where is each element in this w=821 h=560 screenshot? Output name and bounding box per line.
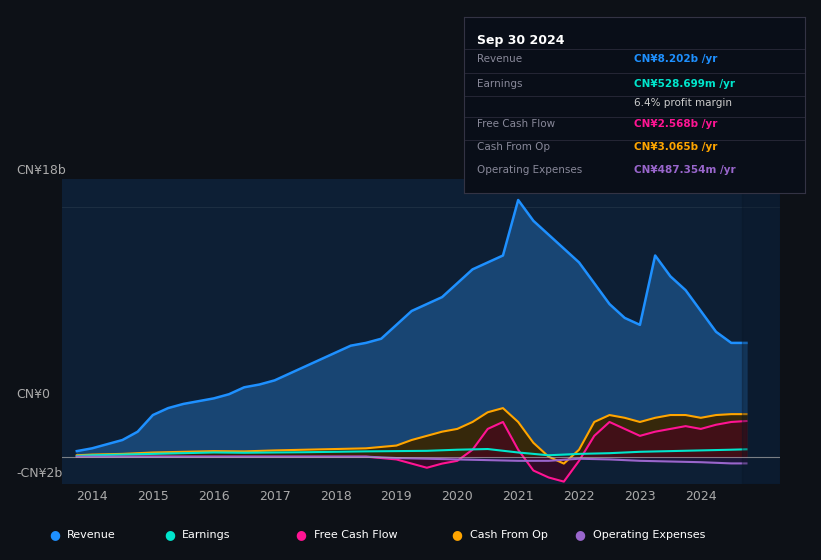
Text: Cash From Op: Cash From Op — [470, 530, 548, 540]
Text: ●: ● — [164, 528, 175, 542]
Text: Operating Expenses: Operating Expenses — [593, 530, 705, 540]
Text: -CN¥2b: -CN¥2b — [16, 466, 62, 480]
Text: Sep 30 2024: Sep 30 2024 — [478, 35, 565, 48]
Text: Revenue: Revenue — [478, 54, 523, 64]
Text: CN¥2.568b /yr: CN¥2.568b /yr — [635, 119, 718, 129]
Text: Cash From Op: Cash From Op — [478, 142, 551, 152]
Bar — [741, 179, 780, 484]
Text: CN¥487.354m /yr: CN¥487.354m /yr — [635, 165, 736, 175]
Text: CN¥0: CN¥0 — [16, 388, 50, 402]
Text: ●: ● — [575, 528, 585, 542]
Text: CN¥3.065b /yr: CN¥3.065b /yr — [635, 142, 718, 152]
Text: ●: ● — [49, 528, 60, 542]
Text: ●: ● — [296, 528, 306, 542]
Text: CN¥18b: CN¥18b — [16, 164, 67, 178]
Text: Operating Expenses: Operating Expenses — [478, 165, 583, 175]
Text: 6.4% profit margin: 6.4% profit margin — [635, 98, 732, 108]
Text: CN¥8.202b /yr: CN¥8.202b /yr — [635, 54, 718, 64]
Text: Earnings: Earnings — [478, 79, 523, 89]
Text: Revenue: Revenue — [67, 530, 116, 540]
Text: ●: ● — [452, 528, 462, 542]
Text: Earnings: Earnings — [182, 530, 231, 540]
Text: Free Cash Flow: Free Cash Flow — [478, 119, 556, 129]
Text: CN¥528.699m /yr: CN¥528.699m /yr — [635, 79, 736, 89]
Text: Free Cash Flow: Free Cash Flow — [314, 530, 397, 540]
